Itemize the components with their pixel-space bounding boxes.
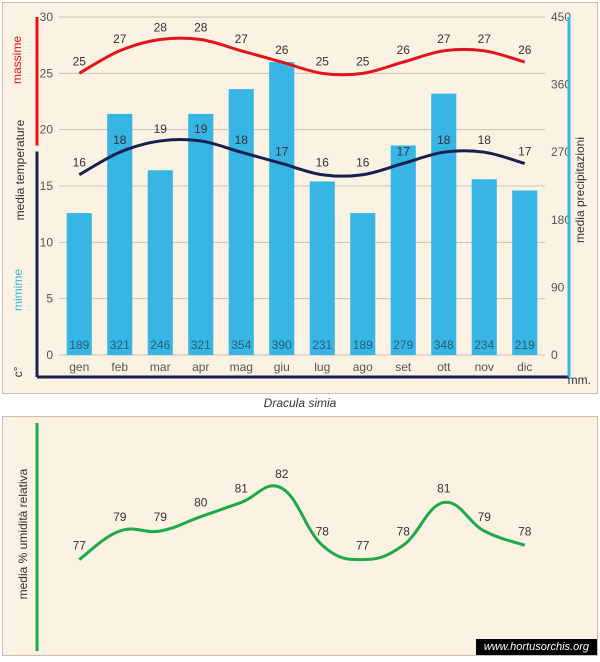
svg-text:19: 19 bbox=[154, 122, 168, 136]
svg-text:ott: ott bbox=[437, 360, 451, 374]
svg-text:mag: mag bbox=[230, 360, 253, 374]
svg-text:25: 25 bbox=[356, 54, 370, 68]
svg-text:390: 390 bbox=[272, 338, 292, 352]
svg-text:5: 5 bbox=[46, 292, 53, 306]
svg-text:17: 17 bbox=[275, 144, 289, 158]
svg-text:78: 78 bbox=[397, 524, 411, 538]
svg-text:lug: lug bbox=[314, 360, 330, 374]
svg-text:189: 189 bbox=[69, 338, 89, 352]
svg-text:321: 321 bbox=[191, 338, 211, 352]
svg-text:27: 27 bbox=[437, 32, 451, 46]
label-media-temperature: media temperature bbox=[13, 105, 27, 235]
svg-text:18: 18 bbox=[235, 133, 249, 147]
svg-text:feb: feb bbox=[111, 360, 128, 374]
humidity-chart-bottom: media % umidità relativa 777979808182787… bbox=[2, 416, 598, 656]
svg-text:279: 279 bbox=[393, 338, 413, 352]
svg-text:25: 25 bbox=[40, 66, 54, 80]
svg-text:354: 354 bbox=[231, 338, 251, 352]
svg-text:nov: nov bbox=[475, 360, 494, 374]
svg-text:26: 26 bbox=[275, 43, 289, 57]
label-c-degree: c° bbox=[11, 357, 25, 387]
svg-bottom-chart: 77 79 79 80 81 82 78 77 78 81 79 78 bbox=[3, 417, 599, 657]
svg-text:219: 219 bbox=[515, 338, 535, 352]
svg-text:90: 90 bbox=[551, 280, 565, 294]
label-mm: mm. bbox=[568, 373, 591, 387]
svg-text:27: 27 bbox=[113, 32, 127, 46]
svg-text:78: 78 bbox=[518, 524, 532, 538]
svg-text:giu: giu bbox=[274, 360, 290, 374]
svg-text:10: 10 bbox=[40, 235, 54, 249]
svg-text:mar: mar bbox=[150, 360, 171, 374]
svg-text:28: 28 bbox=[154, 21, 168, 35]
svg-text:16: 16 bbox=[316, 156, 330, 170]
svg-text:17: 17 bbox=[397, 144, 411, 158]
svg-text:231: 231 bbox=[312, 338, 332, 352]
svg-text:78: 78 bbox=[316, 524, 330, 538]
svg-text:246: 246 bbox=[150, 338, 170, 352]
svg-text:321: 321 bbox=[110, 338, 130, 352]
svg-text:25: 25 bbox=[73, 54, 87, 68]
svg-text:25: 25 bbox=[316, 54, 330, 68]
svg-text:81: 81 bbox=[235, 481, 249, 495]
climate-chart-top: massime media temperature mimime c° medi… bbox=[2, 2, 598, 394]
svg-text:16: 16 bbox=[356, 156, 370, 170]
species-caption: Dracula simia bbox=[0, 396, 600, 410]
svg-text:81: 81 bbox=[437, 481, 451, 495]
svg-text:79: 79 bbox=[478, 510, 492, 524]
svg-text:ago: ago bbox=[353, 360, 373, 374]
svg-text:26: 26 bbox=[518, 43, 532, 57]
label-minime: mimime bbox=[11, 265, 25, 315]
label-humidity: media % umidità relativa bbox=[16, 454, 30, 614]
svg-text:18: 18 bbox=[437, 133, 451, 147]
svg-text:set: set bbox=[395, 360, 412, 374]
svg-text:16: 16 bbox=[73, 156, 87, 170]
svg-text:79: 79 bbox=[113, 510, 127, 524]
footer-url: www.hortusorchis.org bbox=[476, 639, 597, 655]
label-massime: massime bbox=[10, 20, 24, 100]
svg-text:27: 27 bbox=[235, 32, 249, 46]
svg-text:18: 18 bbox=[478, 133, 492, 147]
svg-text:20: 20 bbox=[40, 123, 54, 137]
svg-text:15: 15 bbox=[40, 179, 54, 193]
svg-text:apr: apr bbox=[192, 360, 209, 374]
svg-text:0: 0 bbox=[46, 348, 53, 362]
svg-text:18: 18 bbox=[113, 133, 127, 147]
svg-text:28: 28 bbox=[194, 21, 208, 35]
svg-text:348: 348 bbox=[434, 338, 454, 352]
svg-text:gen: gen bbox=[69, 360, 89, 374]
svg-text:27: 27 bbox=[478, 32, 492, 46]
svg-text:82: 82 bbox=[275, 467, 289, 481]
svg-text:19: 19 bbox=[194, 122, 208, 136]
svg-text:80: 80 bbox=[194, 496, 208, 510]
svg-text:dic: dic bbox=[517, 360, 532, 374]
svg-text:0: 0 bbox=[551, 348, 558, 362]
svg-text:77: 77 bbox=[356, 539, 370, 553]
svg-text:17: 17 bbox=[518, 144, 532, 158]
svg-text:79: 79 bbox=[154, 510, 168, 524]
label-media-precip: media precipitazioni bbox=[573, 125, 587, 255]
svg-text:189: 189 bbox=[353, 338, 373, 352]
svg-top-chart: 0510152025300901802703604501893212463213… bbox=[3, 3, 599, 395]
svg-text:26: 26 bbox=[397, 43, 411, 57]
svg-text:30: 30 bbox=[40, 10, 54, 24]
svg-text:77: 77 bbox=[73, 539, 87, 553]
svg-text:234: 234 bbox=[474, 338, 494, 352]
